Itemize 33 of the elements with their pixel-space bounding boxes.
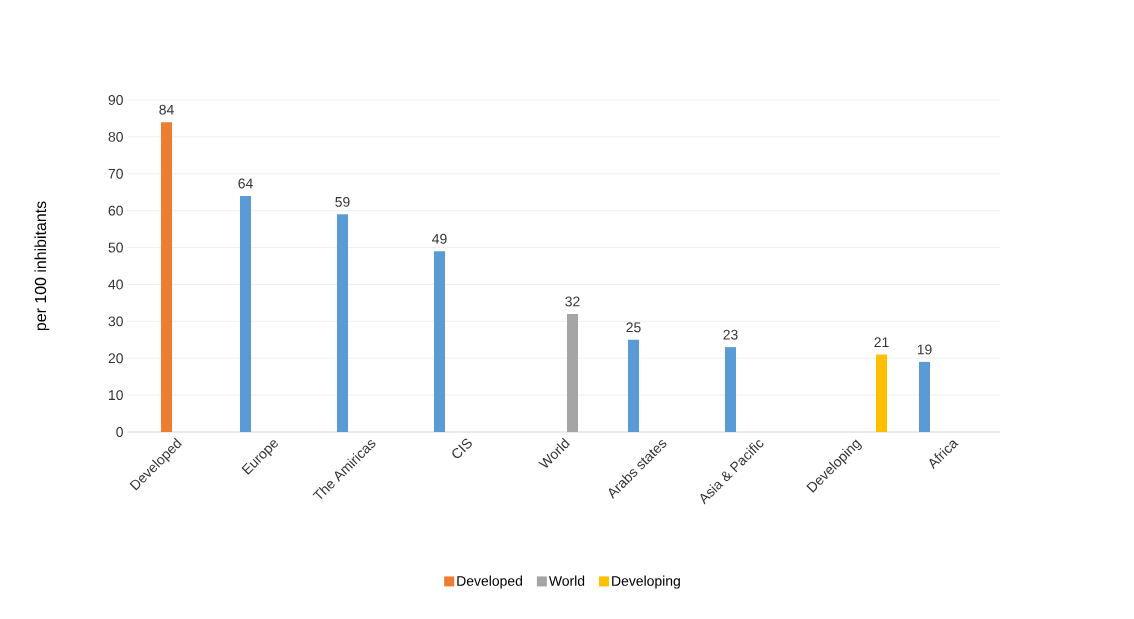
data-label: 25	[626, 322, 641, 333]
y-tick-label: 30	[108, 316, 123, 327]
bar	[628, 339, 639, 432]
y-tick-label: 60	[108, 205, 123, 216]
legend-label: Developed	[457, 575, 522, 589]
y-tick-label: 10	[109, 390, 123, 401]
bar	[725, 347, 736, 432]
y-tick-label: 70	[108, 168, 123, 179]
data-label: 21	[874, 337, 889, 348]
bar	[337, 214, 348, 432]
bar	[240, 195, 251, 432]
y-tick-label: 50	[108, 242, 123, 253]
data-label: 49	[432, 233, 447, 244]
y-tick-label: 20	[108, 353, 123, 364]
y-tick-label: 90	[108, 95, 123, 105]
y-tick-label: 40	[108, 279, 123, 290]
bar	[919, 361, 931, 432]
bar	[876, 354, 888, 432]
legend-label: Developing	[612, 575, 680, 589]
bar	[567, 313, 578, 432]
data-label: 19	[917, 344, 932, 355]
bar	[434, 251, 445, 432]
data-label: 64	[238, 178, 253, 189]
data-label: 84	[159, 104, 174, 115]
y-tick-label: 80	[108, 131, 123, 142]
y-axis-title: per 100 inhibitants	[34, 201, 50, 331]
data-label: 23	[723, 329, 738, 340]
x-tick-label: CIS	[452, 438, 472, 459]
data-label: 32	[565, 296, 580, 307]
legend-label: World	[548, 575, 585, 586]
y-tick-label: 0	[116, 427, 123, 437]
data-label: 59	[335, 196, 350, 207]
bar	[161, 122, 172, 432]
